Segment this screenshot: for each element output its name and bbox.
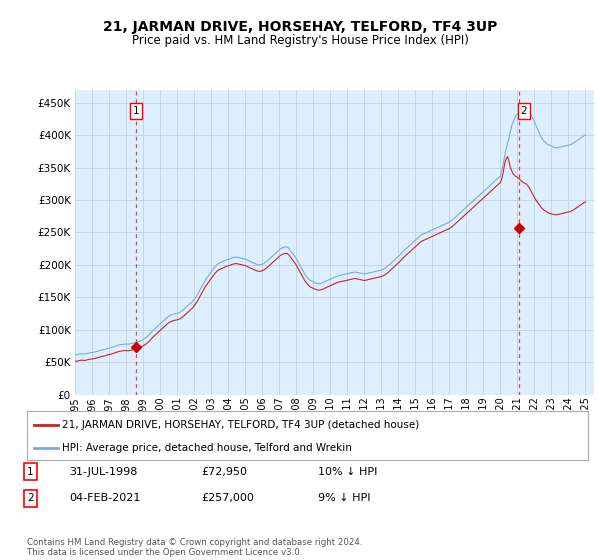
Text: 2: 2 xyxy=(521,106,527,116)
Text: 10% ↓ HPI: 10% ↓ HPI xyxy=(318,466,377,477)
Text: 1: 1 xyxy=(27,466,34,477)
Text: 04-FEB-2021: 04-FEB-2021 xyxy=(69,493,140,503)
Text: 1: 1 xyxy=(133,106,139,116)
Text: HPI: Average price, detached house, Telford and Wrekin: HPI: Average price, detached house, Telf… xyxy=(62,443,352,453)
Text: 31-JUL-1998: 31-JUL-1998 xyxy=(69,466,137,477)
Text: 21, JARMAN DRIVE, HORSEHAY, TELFORD, TF4 3UP: 21, JARMAN DRIVE, HORSEHAY, TELFORD, TF4… xyxy=(103,20,497,34)
Text: Contains HM Land Registry data © Crown copyright and database right 2024.
This d: Contains HM Land Registry data © Crown c… xyxy=(27,538,362,557)
Text: £72,950: £72,950 xyxy=(201,466,247,477)
Text: 2: 2 xyxy=(27,493,34,503)
Text: Price paid vs. HM Land Registry's House Price Index (HPI): Price paid vs. HM Land Registry's House … xyxy=(131,34,469,46)
Text: £257,000: £257,000 xyxy=(201,493,254,503)
Text: 21, JARMAN DRIVE, HORSEHAY, TELFORD, TF4 3UP (detached house): 21, JARMAN DRIVE, HORSEHAY, TELFORD, TF4… xyxy=(62,420,419,430)
Text: 9% ↓ HPI: 9% ↓ HPI xyxy=(318,493,371,503)
